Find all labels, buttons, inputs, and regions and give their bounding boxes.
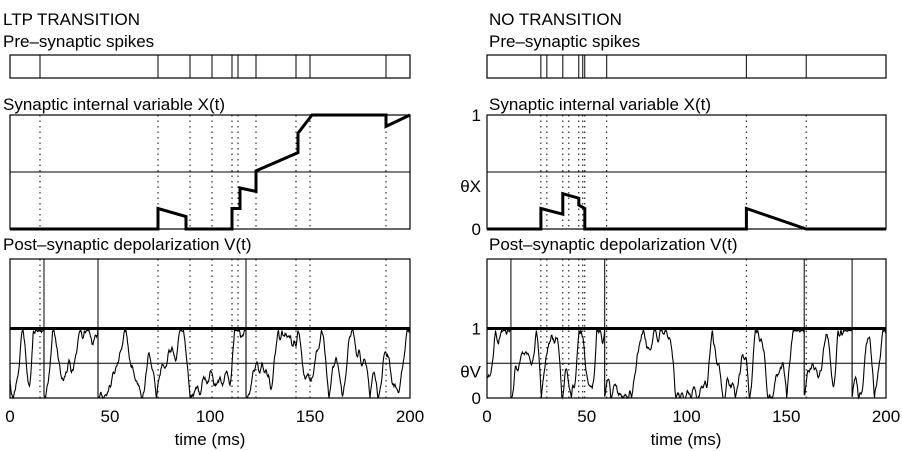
right-pre-spike-raster <box>486 54 887 79</box>
right-title: NO TRANSITION <box>489 10 622 29</box>
left-x-tick-labels: 0 50 100 150 200 <box>5 407 424 426</box>
left-v-trace <box>9 328 411 400</box>
right-panel: NO TRANSITION Pre–synaptic spikes Synapt… <box>460 10 900 449</box>
right-y-tick-labels: 1 0 θX 1 0 θV <box>460 106 481 408</box>
right-pre-spikes-label: Pre–synaptic spikes <box>489 32 640 51</box>
right-x-tick-label: 100 <box>672 407 700 426</box>
left-pre-spikes-label: Pre–synaptic spikes <box>3 32 154 51</box>
v-y-tick-label: 1 <box>472 320 481 339</box>
left-post-v-plot <box>9 258 411 400</box>
left-x-axis-label: time (ms) <box>175 430 246 449</box>
right-x-tick-label: 200 <box>872 407 900 426</box>
left-synaptic-x-label: Synaptic internal variable X(t) <box>3 95 225 114</box>
right-synaptic-x-label: Synaptic internal variable X(t) <box>489 95 711 114</box>
right-v-trace <box>486 328 887 400</box>
right-post-v-plot <box>486 258 887 400</box>
right-x-tick-label: 150 <box>772 407 800 426</box>
left-pre-spike-raster <box>9 54 411 79</box>
right-x-tick-label: 50 <box>577 407 596 426</box>
left-pre-spike-frame <box>9 54 411 79</box>
left-post-v-label: Post–synaptic depolarization V(t) <box>3 235 252 254</box>
left-title: LTP TRANSITION <box>3 10 140 29</box>
left-x-tick-label: 50 <box>101 407 120 426</box>
v-y-tick-label: 0 <box>472 389 481 408</box>
right-pre-spike-frame <box>486 54 887 79</box>
right-x-tick-labels: 0 50 100 150 200 <box>482 407 900 426</box>
x-y-tick-label: 0 <box>472 220 481 239</box>
left-x-tick-label: 100 <box>196 407 224 426</box>
right-x-trace <box>487 191 886 231</box>
left-x-trace <box>10 113 411 231</box>
right-post-v-label: Post–synaptic depolarization V(t) <box>489 235 738 254</box>
theta-v-label: θV <box>460 362 481 381</box>
theta-x-label: θX <box>460 177 481 196</box>
right-x-tick-label: 0 <box>482 407 491 426</box>
left-x-tick-label: 0 <box>5 407 14 426</box>
right-synaptic-x-plot <box>486 114 887 231</box>
left-x-tick-label: 150 <box>296 407 324 426</box>
x-y-tick-label: 1 <box>472 106 481 125</box>
left-x-tick-label: 200 <box>396 407 424 426</box>
left-synaptic-x-plot <box>9 113 411 231</box>
left-panel: LTP TRANSITION Pre–synaptic spikes Synap… <box>3 10 424 449</box>
right-x-axis-label: time (ms) <box>651 430 722 449</box>
